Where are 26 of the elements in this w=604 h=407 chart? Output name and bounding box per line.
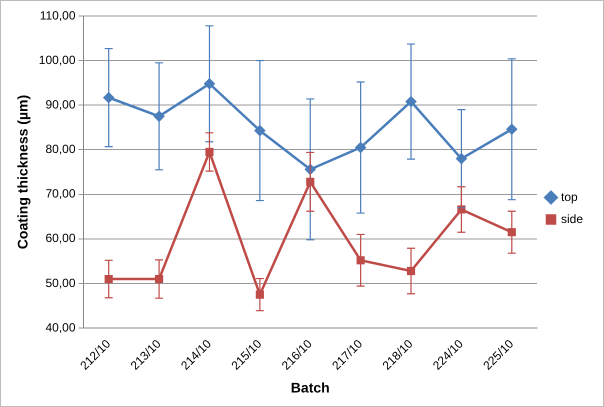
y-tick-label: 80,00 xyxy=(45,142,76,156)
y-tick-label: 70,00 xyxy=(45,186,76,201)
y-tick-label: 100,00 xyxy=(38,52,76,67)
legend-label: side xyxy=(560,212,584,226)
point xyxy=(456,153,467,164)
point xyxy=(406,266,416,276)
point xyxy=(406,96,416,107)
point xyxy=(355,142,366,153)
y-tick-label: 50,00 xyxy=(45,276,76,290)
point xyxy=(254,125,266,136)
x-axis-title: Batch xyxy=(290,379,330,396)
point xyxy=(204,78,215,90)
point xyxy=(306,178,314,186)
point xyxy=(154,111,164,122)
point xyxy=(104,274,113,284)
y-tick-label: 110,00 xyxy=(40,8,76,22)
y-axis-title: Coating thickness (µm) xyxy=(14,94,30,250)
point xyxy=(155,274,164,284)
y-tick-label: 40,00 xyxy=(45,320,76,334)
y-tick-label: 90,00 xyxy=(45,97,76,112)
point xyxy=(508,228,516,236)
point xyxy=(356,256,365,264)
y-tick-label: 60,00 xyxy=(45,231,76,246)
point xyxy=(205,148,214,156)
legend-label: top xyxy=(560,190,578,204)
point xyxy=(256,290,264,299)
